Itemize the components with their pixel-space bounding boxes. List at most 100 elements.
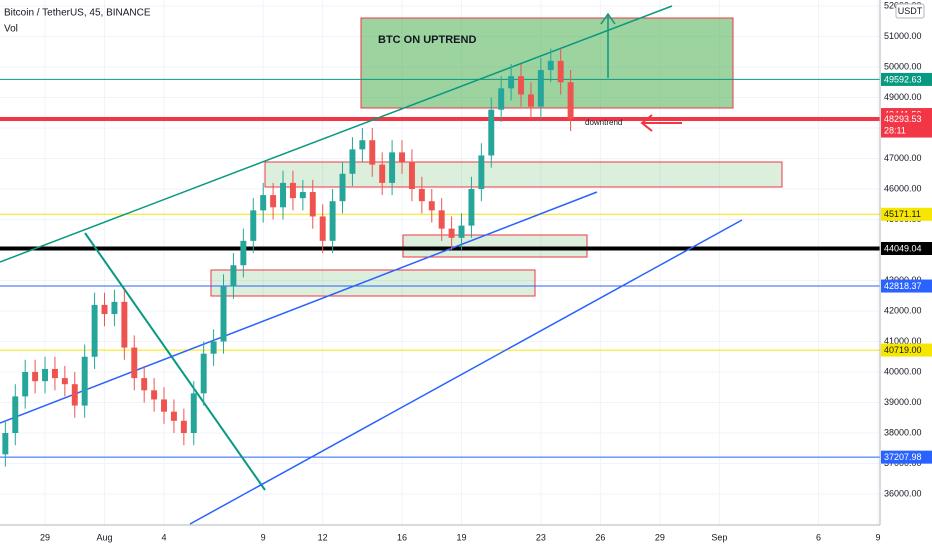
y-tick-label: 40000.00 xyxy=(884,366,922,376)
candle-body xyxy=(418,189,425,202)
zone-box xyxy=(360,17,734,109)
candle-body xyxy=(71,384,78,406)
candle-body xyxy=(280,182,286,208)
candle-body xyxy=(2,433,9,455)
price-label-bg xyxy=(881,279,932,293)
candle-body xyxy=(488,109,495,156)
x-tick-label: 9 xyxy=(876,532,881,542)
candle-body xyxy=(379,164,386,183)
candle-body xyxy=(220,286,227,342)
candle-body xyxy=(131,347,138,379)
x-tick-label: 26 xyxy=(595,532,605,542)
price-label-bg xyxy=(881,207,932,221)
candle-body xyxy=(557,60,564,83)
y-tick-label: 36000.00 xyxy=(884,488,922,498)
candle-body xyxy=(408,161,415,189)
candle-body xyxy=(389,152,396,183)
candle-body xyxy=(42,368,48,382)
candle-body xyxy=(250,210,257,241)
candle-body xyxy=(567,82,574,119)
candle-body xyxy=(22,372,29,397)
price-label: 49592.63 xyxy=(884,74,922,84)
candle-body xyxy=(428,201,435,211)
x-tick-label: 29 xyxy=(40,532,50,542)
x-tick-label: Aug xyxy=(97,532,113,542)
candle-body xyxy=(309,192,316,217)
candle-body xyxy=(111,301,118,315)
x-tick-label: 19 xyxy=(457,532,467,542)
annotation: BTC ON UPTREND xyxy=(378,34,476,46)
candle-body xyxy=(260,195,267,211)
candle-body xyxy=(547,60,554,71)
left-arrow xyxy=(640,114,682,132)
candle-body xyxy=(180,420,187,433)
y-tick-label: 46000.00 xyxy=(884,183,922,193)
chart-title: Bitcoin / TetherUS, 45, BINANCE xyxy=(4,8,151,19)
candle-body xyxy=(508,76,515,89)
candle-body xyxy=(91,304,98,357)
y-tick-label: 39000.00 xyxy=(884,397,922,407)
candle-body xyxy=(369,140,376,165)
price-label: 44049.04 xyxy=(884,243,922,253)
candle-body xyxy=(339,173,346,202)
candle-body xyxy=(359,140,366,150)
currency-badge[interactable] xyxy=(895,3,925,19)
price-label-bg xyxy=(881,112,932,138)
candle-body xyxy=(270,195,277,208)
candle-body xyxy=(81,356,88,406)
candle-body xyxy=(299,192,306,199)
volume-label: Vol xyxy=(4,24,18,35)
candle-body xyxy=(190,393,197,433)
candle-body xyxy=(289,182,296,199)
candle-body xyxy=(349,149,356,174)
candle-body xyxy=(12,396,19,433)
x-tick-label: 9 xyxy=(261,532,266,542)
up-arrow xyxy=(600,12,616,78)
x-tick-label: 16 xyxy=(397,532,407,542)
y-tick-label: 51000.00 xyxy=(884,31,922,41)
price-label: 45171.11 xyxy=(884,209,921,219)
x-tick-label: 6 xyxy=(816,532,821,542)
y-tick-label: 50000.00 xyxy=(884,61,922,71)
candle-body xyxy=(51,368,58,379)
price-label-bg xyxy=(881,450,932,464)
candle-body xyxy=(448,228,455,238)
candle-body xyxy=(498,88,505,110)
candle-body xyxy=(101,304,108,315)
y-tick-label: 41000.00 xyxy=(884,336,922,346)
candle-body xyxy=(141,378,148,391)
candle-body xyxy=(121,301,128,348)
trend-line xyxy=(84,232,266,491)
candle-body xyxy=(468,189,475,226)
price-label: 37207.98 xyxy=(884,452,922,462)
candle-body xyxy=(518,76,524,95)
price-label-bg xyxy=(881,72,932,86)
candle-body xyxy=(438,210,445,229)
candle-body xyxy=(478,155,485,189)
candle-body xyxy=(200,353,207,394)
annotation: downtrend xyxy=(585,118,622,127)
price-label-bg xyxy=(881,242,932,256)
candle-body xyxy=(537,70,544,107)
price-label: 42818.37 xyxy=(884,281,922,291)
trend-line xyxy=(189,219,743,525)
countdown: 28:11 xyxy=(884,125,906,135)
candle-body xyxy=(240,240,247,266)
candle-body xyxy=(210,341,217,354)
trend-line xyxy=(0,191,598,424)
y-tick-label: 49000.00 xyxy=(884,92,922,102)
candle-body xyxy=(319,216,326,241)
price-label: 48293.53 xyxy=(884,114,922,124)
x-tick-label: 12 xyxy=(318,532,328,542)
zone-box xyxy=(402,234,588,258)
candle-body xyxy=(399,152,405,162)
y-tick-label: 38000.00 xyxy=(884,427,922,437)
currency: USDT xyxy=(898,6,923,16)
candle-body xyxy=(170,411,177,421)
zone-box xyxy=(210,269,536,297)
price-label: 40719.00 xyxy=(884,345,922,355)
candle-body xyxy=(527,94,534,107)
candle-body xyxy=(230,265,237,287)
